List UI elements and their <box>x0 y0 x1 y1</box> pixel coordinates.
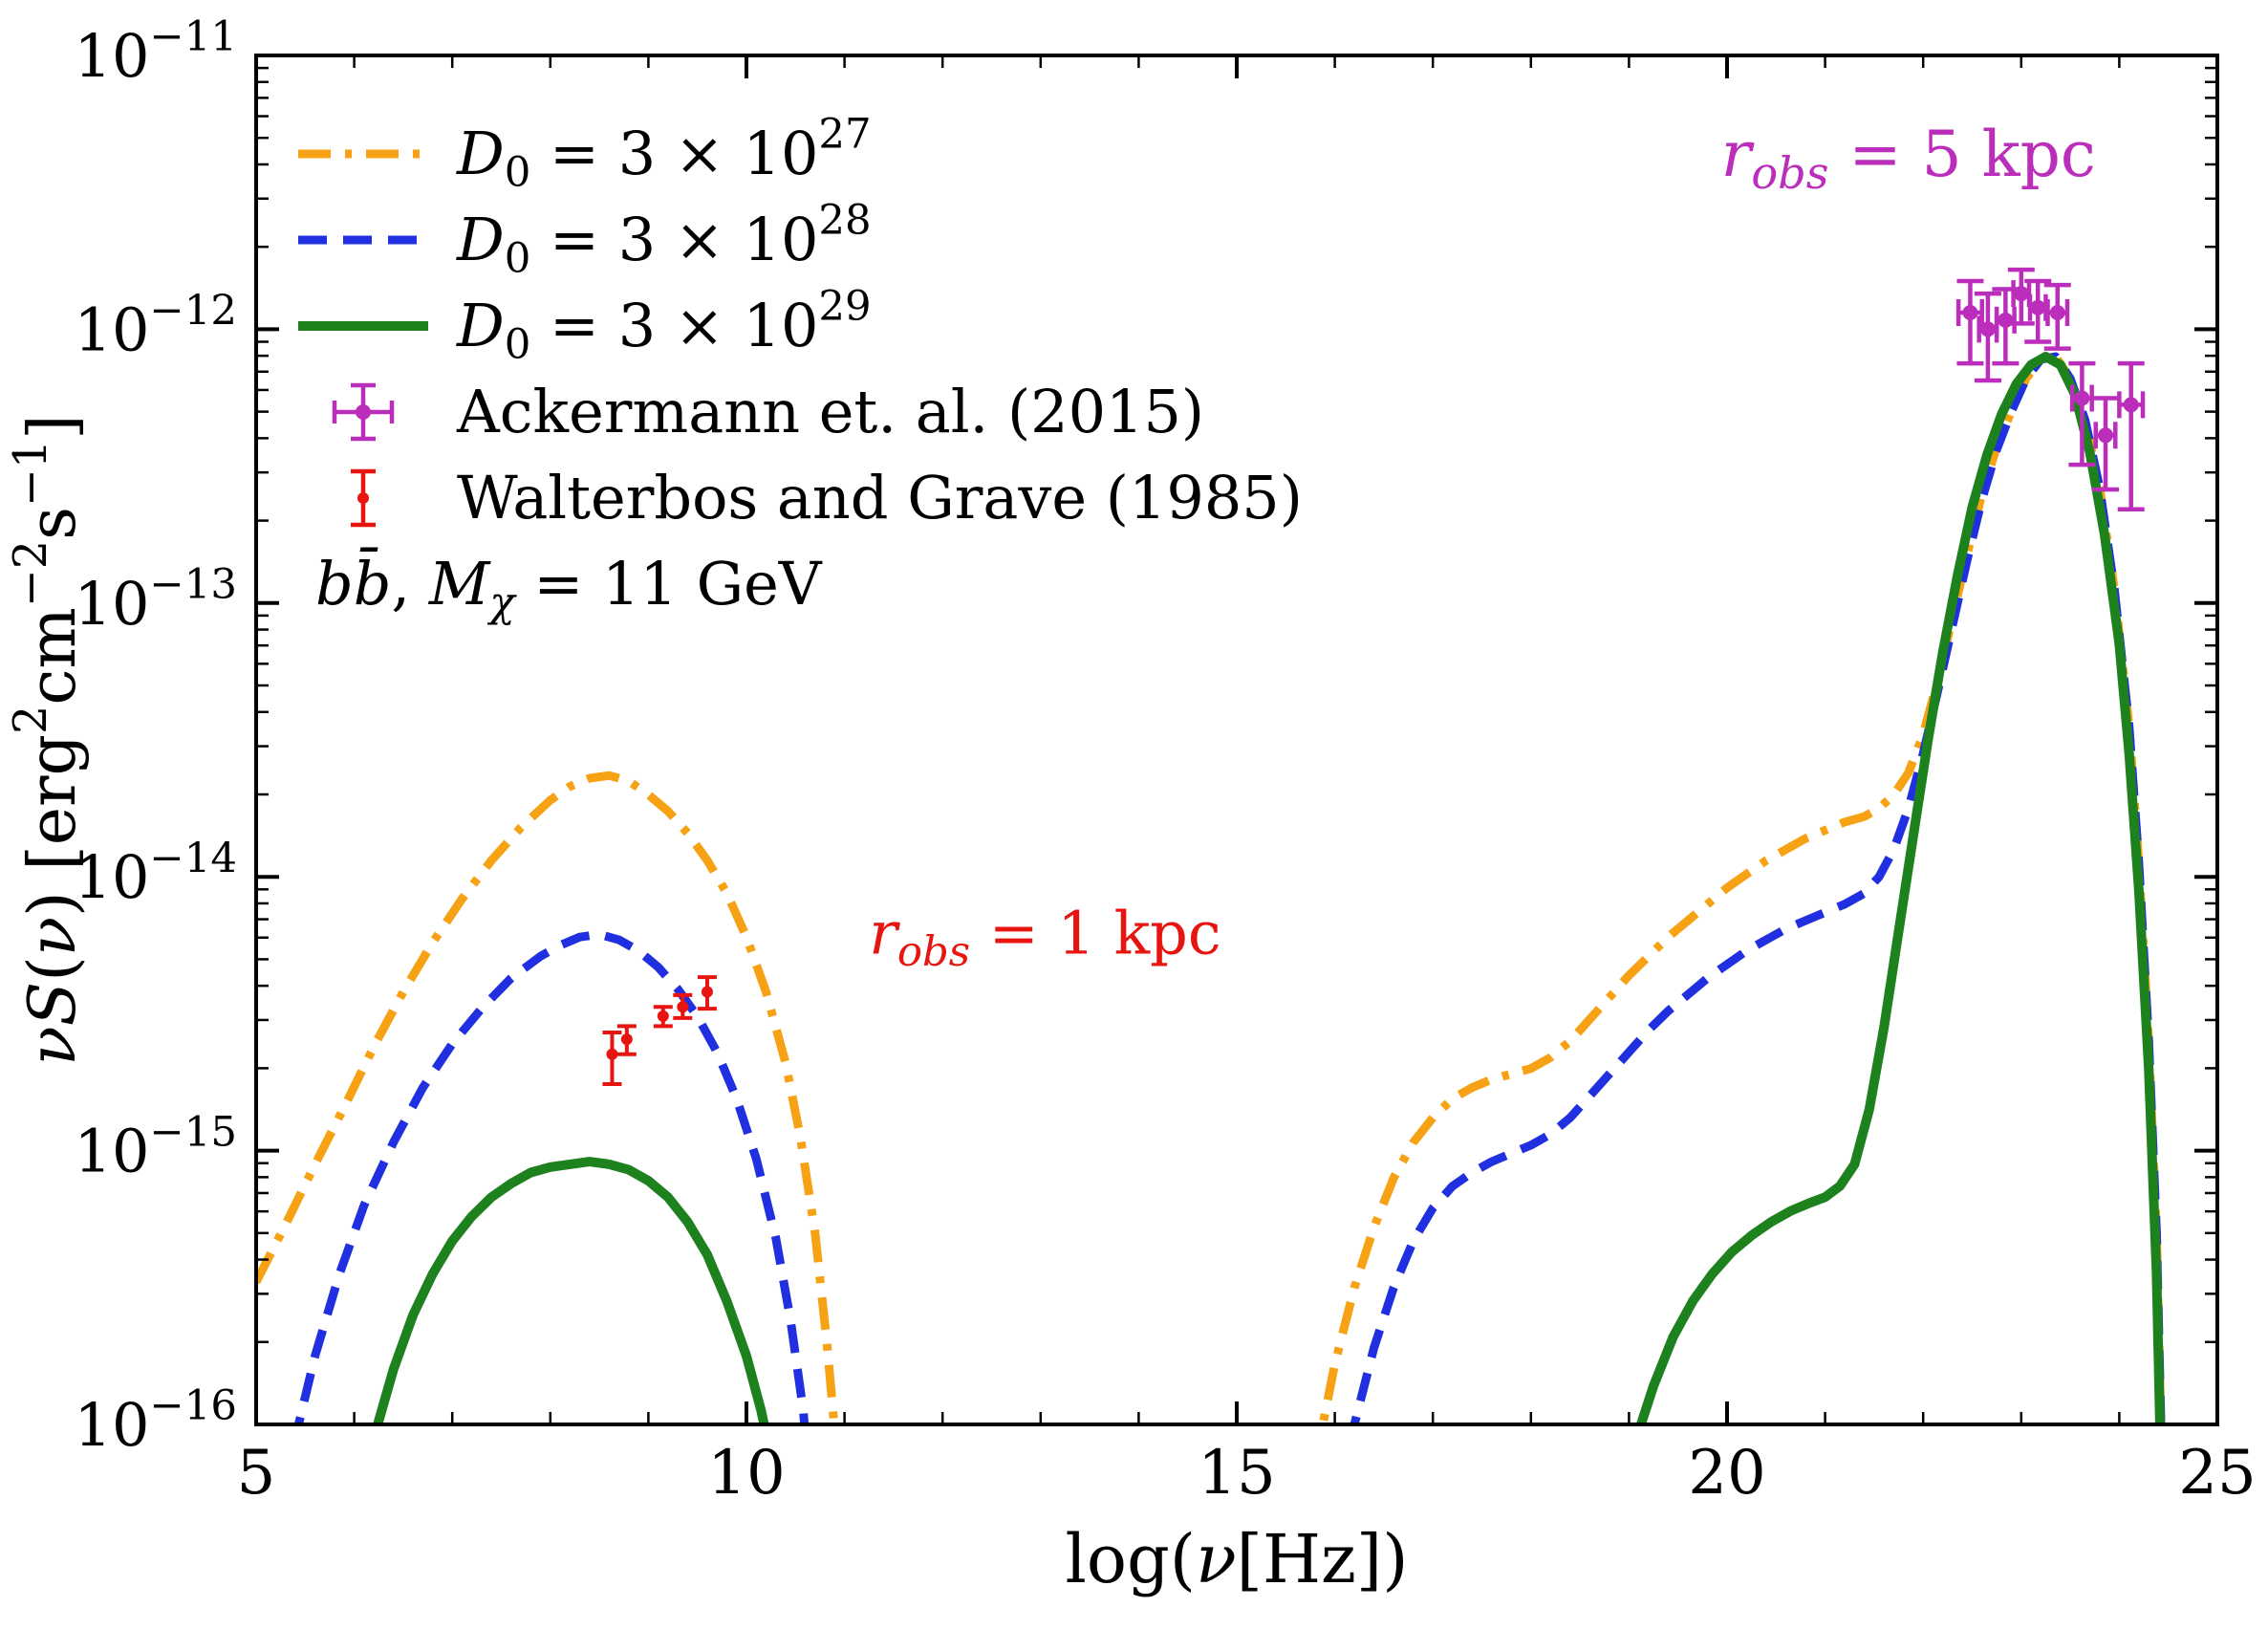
y-axis-label: νS(ν) [erg2cm−2s−1] <box>5 414 91 1065</box>
legend-label: Ackermann et. al. (2015) <box>456 377 1204 446</box>
x-tick-label: 10 <box>707 1438 785 1509</box>
legend-label: bb̄, Mχ = 11 GeV <box>315 547 823 627</box>
dataset-walterbos <box>602 975 717 1086</box>
legend-item-d28: D0 = 3 × 1028 <box>298 197 872 283</box>
x-axis-label: log(ν[Hz]) <box>1065 1520 1408 1598</box>
legend-label: D0 = 3 × 1027 <box>456 111 872 197</box>
y-tick-label: 10−13 <box>75 561 237 639</box>
legend-item-walterbos: Walterbos and Grave (1985) <box>351 463 1303 532</box>
y-tick-label: 10−15 <box>75 1108 237 1185</box>
x-tick-label: 15 <box>1198 1438 1275 1509</box>
curve-d29 <box>372 352 2165 1424</box>
legend-label: D0 = 3 × 1029 <box>456 283 872 369</box>
series-curves <box>256 352 2166 1424</box>
y-tick-label: 10−12 <box>75 287 237 364</box>
walterbos-point <box>620 1033 633 1046</box>
ackermann-point <box>2123 397 2139 413</box>
legend-label: D0 = 3 × 1028 <box>456 197 872 283</box>
y-tick-label: 10−14 <box>75 835 237 912</box>
ackermann-point <box>2074 390 2090 406</box>
annotation-robs-5kpc: robs = 5 kpc <box>1721 118 2096 199</box>
ackermann-point <box>2030 299 2046 315</box>
dataset-ackermann <box>1955 267 2146 511</box>
ackermann-point <box>2098 427 2114 444</box>
walterbos-point <box>677 1001 689 1013</box>
legend-item-d27: D0 = 3 × 1027 <box>298 111 872 197</box>
walterbos-point <box>657 1010 669 1022</box>
legend-item-channel-label: bb̄, Mχ = 11 GeV <box>315 547 823 627</box>
ackermann-point <box>2049 305 2065 321</box>
ackermann-point <box>2013 286 2029 302</box>
x-tick-label: 20 <box>1688 1438 1765 1509</box>
walterbos-point <box>701 986 713 998</box>
legend-label: Walterbos and Grave (1985) <box>457 463 1303 532</box>
y-tick-label: 10−11 <box>75 13 237 91</box>
ackermann-point <box>1962 305 1978 321</box>
x-tick-label: 25 <box>2178 1438 2256 1509</box>
legend-item-d29: D0 = 3 × 1029 <box>298 283 872 369</box>
ackermann-point <box>1979 321 1996 337</box>
legend-item-ackermann: Ackermann et. al. (2015) <box>332 377 1204 446</box>
y-tick-label: 10−16 <box>75 1382 237 1460</box>
x-tick-label: 5 <box>237 1438 276 1509</box>
annotation-robs-1kpc: robs = 1 kpc <box>869 898 1220 975</box>
walterbos-point <box>606 1048 618 1060</box>
axes <box>254 54 2219 1426</box>
